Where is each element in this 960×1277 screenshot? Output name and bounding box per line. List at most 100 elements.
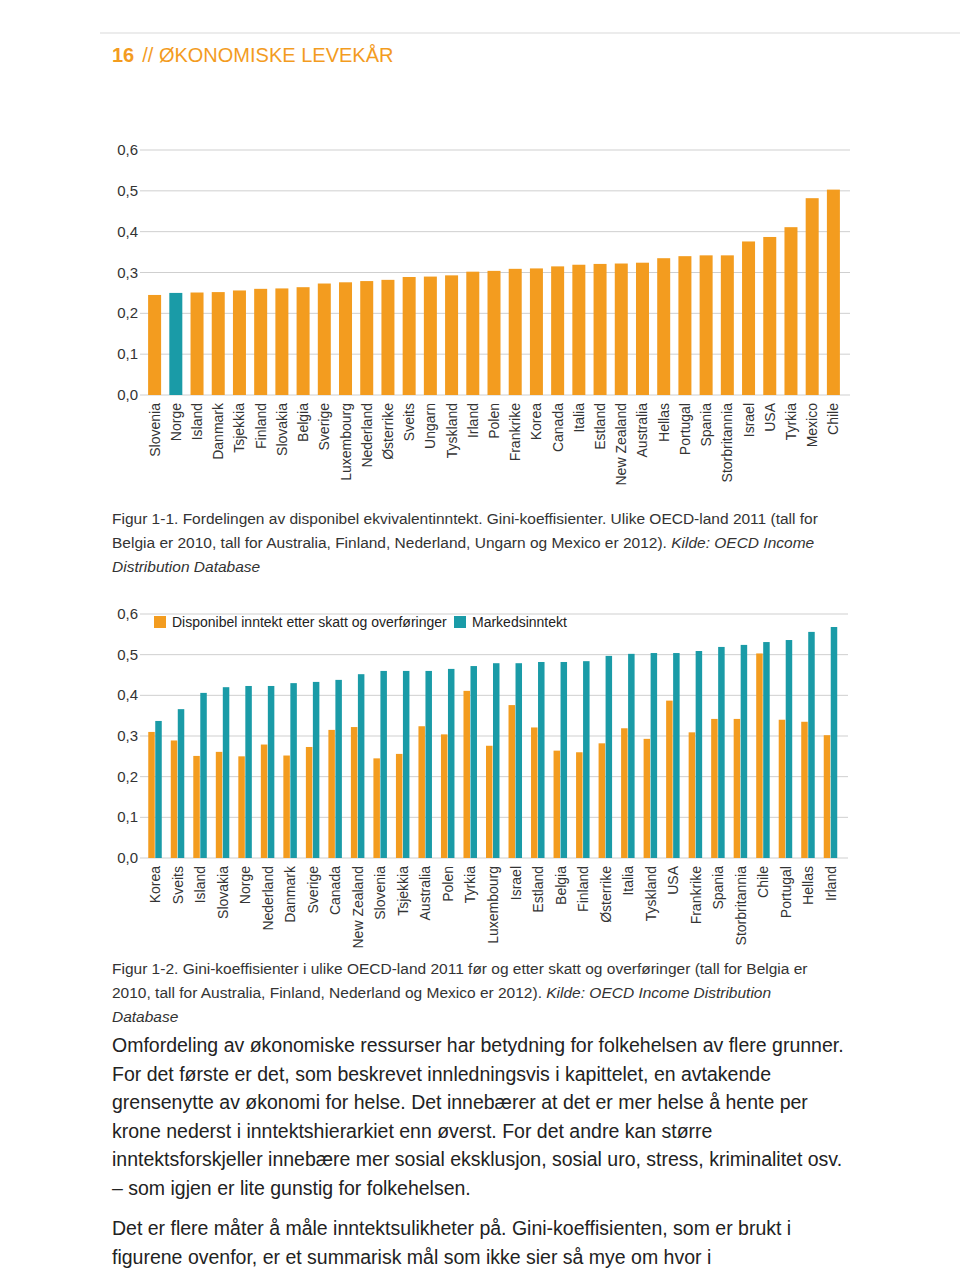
bar (403, 671, 410, 858)
bar (380, 671, 387, 858)
x-tick-label: Island (192, 866, 208, 903)
x-tick-label: Finland (253, 403, 269, 449)
bar (339, 282, 352, 395)
bar (358, 674, 365, 858)
bar (636, 263, 649, 395)
x-tick-label: Tyrkia (783, 403, 799, 441)
x-tick-label: Estland (592, 403, 608, 450)
x-tick-label: Storbritannia (733, 866, 749, 946)
x-tick-label: Belgia (295, 403, 311, 442)
y-tick-label: 0,4 (117, 223, 138, 240)
bar (576, 752, 583, 858)
x-tick-label: Portugal (677, 403, 693, 455)
legend-swatch (154, 616, 166, 628)
bar (530, 268, 543, 395)
bar (245, 686, 252, 858)
y-tick-label: 0,1 (117, 345, 138, 362)
page: {"header": {"page": "16", "section": "//… (0, 0, 960, 1277)
bar (216, 752, 223, 858)
paragraph: Det er flere måter å måle inntektsulikhe… (112, 1214, 852, 1271)
x-tick-label: Israel (741, 403, 757, 437)
y-tick-label: 0,6 (117, 605, 138, 622)
bar (360, 281, 373, 395)
bar (335, 680, 342, 858)
bar (191, 293, 204, 395)
x-tick-label: Frankrike (507, 403, 523, 462)
bar (734, 719, 741, 858)
bar (306, 747, 313, 858)
x-tick-label: Mexico (804, 403, 820, 448)
bar (824, 735, 831, 858)
bar (689, 732, 696, 858)
x-tick-label: Hellas (656, 403, 672, 442)
bar (493, 663, 500, 858)
bar (594, 264, 607, 395)
x-tick-label: Østerrike (598, 866, 614, 923)
bar (651, 653, 658, 858)
x-tick-label: Hellas (800, 866, 816, 905)
x-tick-label: Sverige (316, 403, 332, 451)
x-tick-label: New Zealand (350, 866, 366, 949)
x-tick-label: Norge (237, 866, 253, 904)
bar (169, 293, 182, 395)
bar (615, 264, 628, 395)
x-tick-label: Storbritannia (719, 403, 735, 483)
bar (200, 693, 207, 858)
bar (261, 745, 268, 858)
bars (148, 627, 837, 858)
page-number: 16 (112, 44, 134, 66)
y-tick-label: 0,6 (117, 141, 138, 158)
bar (238, 756, 245, 858)
bar (283, 756, 290, 858)
bar (466, 272, 479, 395)
header-rule (100, 33, 960, 34)
bar (673, 653, 680, 858)
bar (148, 732, 155, 858)
x-tick-label: Spania (698, 403, 714, 447)
x-tick-label: Chile (755, 866, 771, 898)
bar (538, 662, 545, 858)
bar (463, 691, 470, 858)
bar (721, 255, 734, 395)
bar (621, 728, 628, 858)
bar (509, 269, 522, 395)
bar (441, 734, 448, 858)
bar (381, 280, 394, 395)
x-tick-label: Sveits (401, 403, 417, 441)
bar (531, 727, 538, 858)
bar (290, 683, 297, 858)
x-tick-label: Slovakia (215, 866, 231, 919)
bar (268, 686, 275, 858)
bar (516, 663, 523, 858)
bar (551, 266, 564, 395)
legend-label: Disponibel inntekt etter skatt og overfø… (172, 614, 447, 630)
x-tick-label: Chile (825, 403, 841, 435)
x-tick-label: Irland (465, 403, 481, 438)
bar (583, 661, 590, 858)
bar (424, 277, 437, 395)
bar (808, 632, 815, 858)
bar (711, 719, 718, 858)
bar (628, 654, 635, 858)
bar (212, 292, 225, 395)
bar (418, 726, 425, 858)
bar (233, 290, 246, 395)
bar (313, 682, 320, 858)
x-tick-label: Slovenia (147, 403, 163, 457)
bar (644, 739, 651, 858)
x-tick-label: Australia (417, 866, 433, 921)
x-tick-label: Finland (575, 866, 591, 912)
page-header: 16// ØKONOMISKE LEVEKÅR (112, 44, 393, 67)
grid-line (140, 150, 850, 151)
figure-caption: Figur 1-2. Gini-koeffisienter i ulike OE… (112, 957, 832, 1029)
y-tick-label: 0,3 (117, 727, 138, 744)
bar (155, 721, 162, 858)
bar (223, 687, 230, 858)
x-tick-label: Irland (823, 866, 839, 901)
bar (373, 758, 380, 858)
bar (448, 669, 455, 858)
bar (741, 645, 748, 858)
bar (756, 653, 763, 858)
x-tick-label: Tyrkia (462, 866, 478, 904)
bar (696, 651, 703, 858)
